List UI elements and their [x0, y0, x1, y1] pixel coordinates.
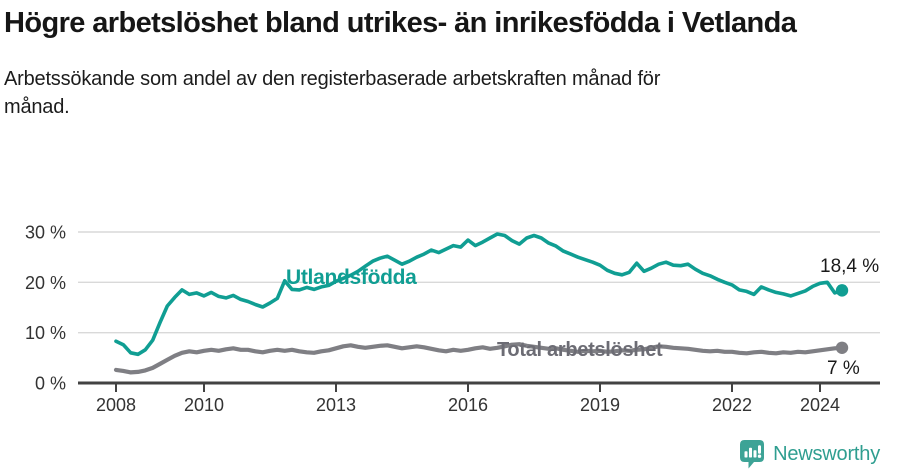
x-tick-label: 2013 — [316, 395, 356, 415]
newsworthy-logo-text: Newsworthy — [773, 442, 880, 465]
x-axis — [78, 381, 880, 392]
end-dot-utlandsfodda — [835, 284, 849, 297]
x-tick-label: 2016 — [448, 395, 488, 415]
gridlines — [78, 231, 880, 334]
series-label-utlandsfodda: Utlandsfödda — [286, 266, 417, 289]
x-tick-label: 2022 — [712, 395, 752, 415]
x-tick-label: 2008 — [96, 395, 136, 415]
y-tick-label: 0 % — [35, 374, 66, 394]
series-line-total-arbetsloshet — [113, 342, 845, 375]
x-tick-label: 2024 — [800, 395, 840, 415]
series-line-utlandsfodda — [114, 232, 844, 357]
chart-subtitle: Arbetssökande som andel av den registerb… — [4, 67, 661, 118]
x-tick-label: 2010 — [184, 395, 224, 415]
end-value-utlandsfodda: 18,4 % — [820, 256, 879, 277]
newsworthy-chart-bubble-icon — [740, 440, 765, 469]
y-tick-label: 30 % — [25, 223, 66, 243]
end-dot-total-arbetsloshet — [835, 341, 849, 354]
chart-header: Högre arbetslöshet bland utrikes- än inr… — [4, 4, 888, 121]
series-lines — [113, 232, 845, 375]
y-tick-label: 20 % — [25, 273, 66, 293]
end-value-total-arbetsloshet: 7 % — [827, 358, 860, 379]
series-label-total-arbetsloshet: Total arbetslöshet — [497, 339, 663, 361]
y-axis-labels: 0 % 10 % 20 % 30 % — [25, 223, 66, 394]
y-tick-label: 10 % — [25, 323, 66, 343]
series-end-dots — [835, 284, 849, 354]
page-title: Högre arbetslöshet bland utrikes- än inr… — [4, 7, 797, 39]
x-axis-labels: 2008 2010 2013 2016 2019 2022 2024 — [96, 395, 840, 415]
x-tick-label: 2019 — [580, 395, 620, 415]
newsworthy-logo[interactable]: Newsworthy — [739, 439, 880, 469]
